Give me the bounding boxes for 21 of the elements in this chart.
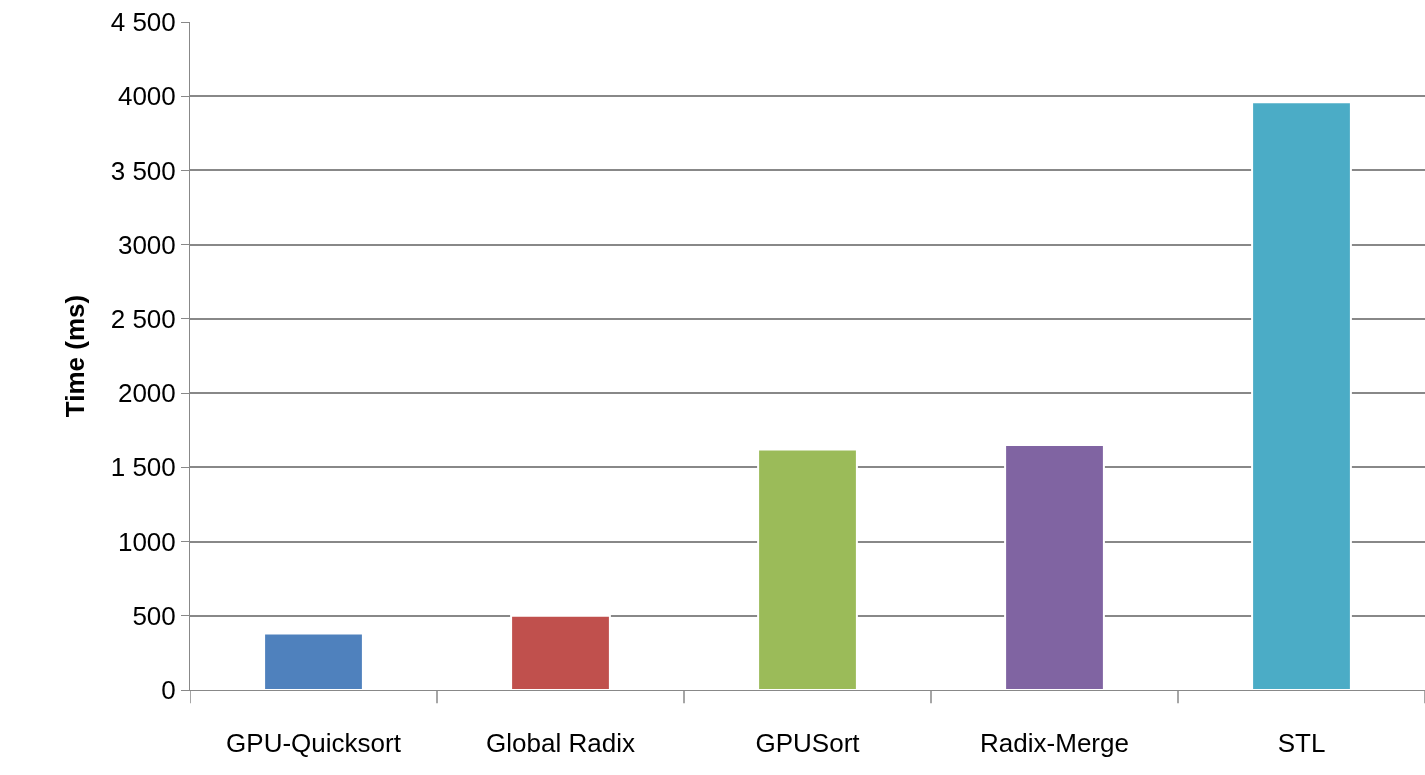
y-tick-label: 2000 [117,378,176,409]
y-tick-label: 3 500 [110,155,176,186]
bar [263,632,364,690]
y-axis-title: Time (ms) [60,294,91,418]
x-tick-label: GPU-Quicksort [226,728,402,759]
x-tick-label: GPUSort [755,728,861,759]
y-tick-label: 2 500 [110,303,176,334]
y-tick-label: 4000 [117,81,176,112]
y-tick-label: 1000 [117,526,176,557]
y-tick-label: 0 [161,675,176,706]
y-tick-label: 500 [132,600,176,631]
bar [510,614,611,690]
bar [1251,101,1352,690]
x-tick-label: STL [1277,728,1326,759]
bar [757,448,858,690]
y-tick-label: 4 500 [110,7,176,38]
x-tick-label: Radix-Merge [980,728,1129,759]
x-tick-label: Global Radix [486,728,635,759]
y-tick-label: 1 500 [110,452,176,483]
bar [1004,444,1105,690]
y-tick-label: 3000 [117,229,176,260]
